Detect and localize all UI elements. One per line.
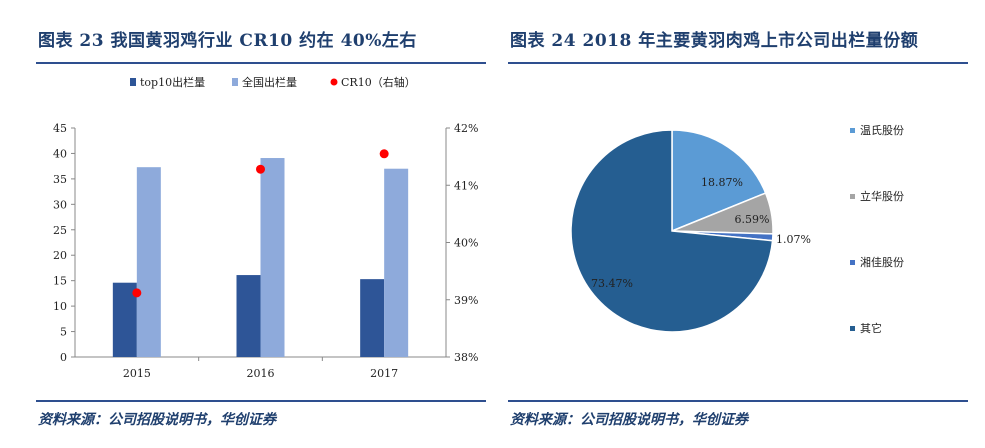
right-title-divider — [508, 62, 968, 64]
y-tick-label: 35 — [53, 173, 67, 186]
pie-legend-marker-3 — [850, 326, 855, 331]
left-source-divider — [36, 400, 486, 402]
pie-data-label-1: 6.59% — [735, 213, 770, 226]
y-tick-label: 30 — [53, 198, 67, 211]
y-tick-label: 15 — [53, 275, 67, 288]
right-source-divider — [508, 400, 968, 402]
pie-data-label-3: 73.47% — [591, 277, 633, 290]
bar-全国出栏量-2017 — [384, 168, 409, 357]
cr10-point-2016 — [256, 164, 265, 174]
pie-slice-温氏股份 — [671, 129, 767, 233]
bar-全国出栏量-2015 — [136, 167, 161, 357]
pie-data-label-0: 18.87% — [701, 176, 743, 189]
legend-label-0: top10出栏量 — [140, 75, 205, 89]
y-tick-label: 25 — [53, 224, 67, 237]
pie-legend-marker-0 — [850, 128, 855, 133]
y2-tick-label: 41% — [454, 179, 478, 192]
pie-legend-marker-1 — [850, 194, 855, 199]
bar-top10出栏量-2015 — [112, 282, 137, 357]
bar-top10出栏量-2016 — [236, 275, 261, 357]
pie-legend-label-3: 其它 — [860, 321, 882, 335]
bar-chart: top10出栏量 全国出栏量 CR10（右轴） 0 5 10 15 20 25 30 35 40 45 3… — [53, 75, 478, 380]
bar-top10出栏量-2017 — [360, 279, 385, 357]
pie-legend-marker-2 — [850, 260, 855, 265]
y-tick-label: 10 — [53, 300, 67, 313]
x-tick-label: 2015 — [123, 367, 151, 380]
left-figure-title: 图表 23 我国黄羽鸡行业 CR10 约在 40%左右 — [38, 31, 417, 51]
left-title-divider — [36, 62, 486, 64]
left-chart-panel: 图表 23 我国黄羽鸡行业 CR10 约在 40%左右 top10出栏量 全国出栏… — [0, 0, 488, 448]
right-source-note: 资料来源：公司招股说明书，华创证券 — [510, 412, 748, 428]
x-tick-label: 2017 — [370, 367, 398, 380]
cr10-point-2015 — [132, 288, 142, 298]
left-source-note: 资料来源：公司招股说明书，华创证券 — [38, 412, 276, 428]
y2-tick-label: 42% — [454, 122, 478, 135]
cr10-point-2017 — [379, 149, 389, 159]
legend-label-2: CR10（右轴） — [341, 75, 416, 89]
pie-legend-label-1: 立华股份 — [860, 189, 904, 203]
right-chart-panel: 图表 24 2018 年主要黄羽肉鸡上市公司出栏量份额 18.87% 6.59% 1… — [502, 0, 985, 448]
pie-legend-label-0: 温氏股份 — [860, 124, 904, 137]
pie-legend-label-2: 湘佳股份 — [860, 255, 904, 269]
y2-tick-label: 40% — [454, 237, 478, 250]
pie-slice-其它 — [570, 129, 774, 333]
y2-tick-label: 38% — [454, 351, 478, 364]
x-tick-label: 2016 — [247, 367, 275, 380]
legend-marker-2 — [330, 78, 338, 86]
y-tick-label: 0 — [60, 351, 67, 364]
pie-data-label-2: 1.07% — [776, 233, 811, 246]
y-tick-label: 40 — [53, 147, 67, 160]
bar-全国出栏量-2016 — [260, 158, 285, 357]
legend-label-1: 全国出栏量 — [242, 75, 297, 89]
y-tick-label: 5 — [60, 326, 67, 339]
y-tick-label: 20 — [53, 249, 67, 262]
right-figure-title: 图表 24 2018 年主要黄羽肉鸡上市公司出栏量份额 — [510, 31, 919, 51]
y-tick-label: 45 — [53, 122, 67, 135]
y2-tick-label: 39% — [454, 294, 478, 307]
legend-marker-0 — [130, 78, 136, 86]
legend-marker-1 — [232, 78, 238, 86]
